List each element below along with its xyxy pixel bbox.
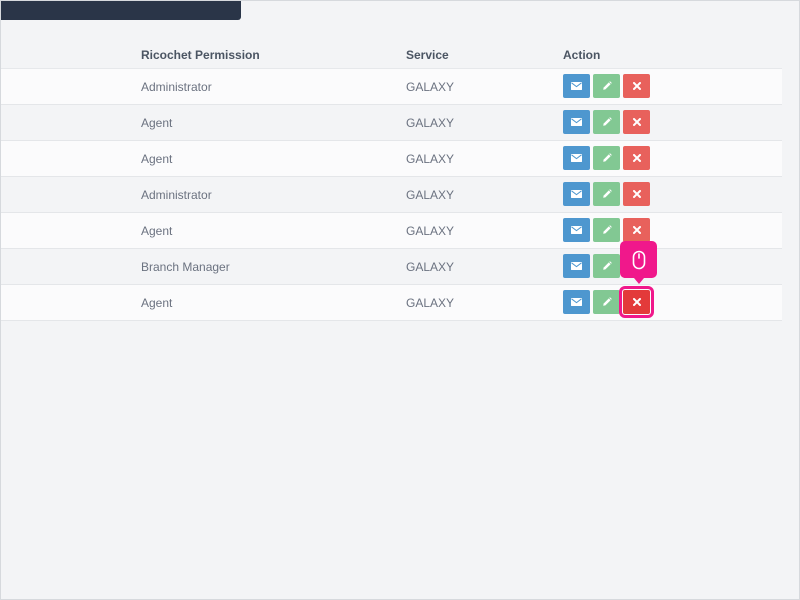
- pencil-icon: [602, 153, 612, 163]
- edit-button[interactable]: [593, 146, 620, 170]
- envelope-icon: [571, 226, 582, 234]
- delete-button[interactable]: [623, 146, 650, 170]
- cell-service: GALAXY: [406, 296, 455, 310]
- header-action: Action: [563, 48, 601, 62]
- cell-permission: Agent: [141, 296, 173, 310]
- cell-permission: Administrator: [141, 188, 212, 202]
- header-permission: Ricochet Permission: [141, 48, 260, 62]
- close-icon: [632, 298, 641, 306]
- pencil-icon: [602, 189, 612, 199]
- pencil-icon: [602, 81, 612, 91]
- email-button[interactable]: [563, 254, 590, 278]
- cell-permission: Agent: [141, 116, 173, 130]
- cell-service: GALAXY: [406, 152, 455, 166]
- envelope-icon: [571, 118, 582, 126]
- table-row: Agent GALAXY: [1, 105, 782, 141]
- row-actions: [563, 74, 650, 98]
- pencil-icon: [602, 225, 612, 235]
- header-service: Service: [406, 48, 449, 62]
- email-button[interactable]: [563, 74, 590, 98]
- table-row: Branch Manager GALAXY: [1, 249, 782, 285]
- table-row: Agent GALAXY: [1, 213, 782, 249]
- cell-service: GALAXY: [406, 188, 455, 202]
- top-bar: [1, 1, 241, 20]
- cell-permission: Administrator: [141, 80, 212, 94]
- delete-button[interactable]: [619, 286, 654, 318]
- email-button[interactable]: [563, 182, 590, 206]
- envelope-icon: [571, 262, 582, 270]
- close-icon: [632, 118, 641, 126]
- edit-button[interactable]: [593, 182, 620, 206]
- delete-button[interactable]: [623, 182, 650, 206]
- cell-service: GALAXY: [406, 116, 455, 130]
- close-icon: [632, 226, 641, 234]
- cell-service: GALAXY: [406, 224, 455, 238]
- cell-permission: Agent: [141, 224, 173, 238]
- pencil-icon: [602, 117, 612, 127]
- row-actions: [563, 182, 650, 206]
- close-icon: [632, 154, 641, 162]
- edit-button[interactable]: [593, 74, 620, 98]
- envelope-icon: [571, 190, 582, 198]
- email-button[interactable]: [563, 110, 590, 134]
- table-body: Administrator GALAXY Agent GALAXY Agent GALAX…: [1, 69, 782, 321]
- row-actions: [563, 286, 654, 318]
- email-button[interactable]: [563, 218, 590, 242]
- table-row: Agent GALAXY: [1, 141, 782, 177]
- cell-permission: Agent: [141, 152, 173, 166]
- edit-button[interactable]: [593, 110, 620, 134]
- pencil-icon: [602, 261, 612, 271]
- delete-button[interactable]: [623, 110, 650, 134]
- edit-button[interactable]: [593, 218, 620, 242]
- email-button[interactable]: [563, 146, 590, 170]
- pencil-icon: [602, 297, 612, 307]
- table-row: Agent GALAXY: [1, 285, 782, 321]
- close-icon: [632, 82, 641, 90]
- table-row: Administrator GALAXY: [1, 69, 782, 105]
- envelope-icon: [571, 82, 582, 90]
- row-actions: [563, 110, 650, 134]
- row-actions: [563, 146, 650, 170]
- table-row: Administrator GALAXY: [1, 177, 782, 213]
- row-actions: [563, 218, 650, 242]
- edit-button[interactable]: [593, 254, 620, 278]
- envelope-icon: [571, 154, 582, 162]
- delete-button[interactable]: [623, 218, 650, 242]
- edit-button[interactable]: [593, 290, 620, 314]
- cell-permission: Branch Manager: [141, 260, 230, 274]
- cell-service: GALAXY: [406, 80, 455, 94]
- email-button[interactable]: [563, 290, 590, 314]
- mouse-icon: [620, 241, 657, 284]
- permissions-table: Ricochet Permission Service Action Admin…: [1, 37, 782, 321]
- cell-service: GALAXY: [406, 260, 455, 274]
- envelope-icon: [571, 298, 582, 306]
- delete-button[interactable]: [623, 74, 650, 98]
- close-icon: [632, 190, 641, 198]
- table-header: Ricochet Permission Service Action: [1, 37, 782, 69]
